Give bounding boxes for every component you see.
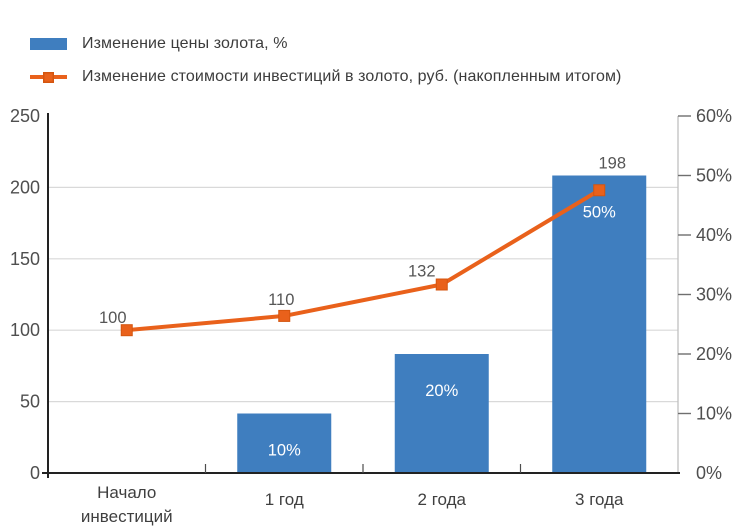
left-axis-labels: 0 50 100 150 200 250 bbox=[10, 106, 40, 483]
right-axis bbox=[677, 115, 691, 473]
tick-label: 200 bbox=[10, 177, 40, 197]
tick-label: 40% bbox=[696, 225, 732, 245]
line-data-label: 110 bbox=[268, 291, 294, 309]
category-label: 1 год bbox=[265, 490, 304, 509]
legend-item-investment-value: Изменение стоимости инвестиций в золото,… bbox=[30, 65, 621, 89]
legend-label: Изменение цены золота, % bbox=[82, 35, 288, 52]
category-label: 2 года bbox=[418, 490, 467, 509]
category-labels: Начало инвестиций 1 год 2 года 3 года bbox=[81, 483, 624, 526]
tick-label: 60% bbox=[696, 106, 732, 126]
bar bbox=[237, 413, 332, 473]
tick-label: 0% bbox=[696, 463, 722, 483]
bar-label: 10% bbox=[268, 442, 301, 460]
bar-label: 20% bbox=[425, 382, 458, 400]
legend-line-swatch-icon bbox=[30, 70, 67, 84]
legend-label: Изменение стоимости инвестиций в золото,… bbox=[82, 68, 622, 85]
bar bbox=[552, 175, 647, 473]
legend-item-gold-price: Изменение цены золота, % bbox=[30, 32, 288, 56]
tick-label: 100 bbox=[10, 320, 40, 340]
tick-label: 0 bbox=[30, 463, 40, 483]
right-axis-labels: 0% 10% 20% 30% 40% 50% 60% bbox=[696, 106, 732, 483]
legend-bar-swatch-icon bbox=[30, 38, 67, 50]
line-series: 100 110 132 198 bbox=[99, 154, 626, 337]
tick-label: 250 bbox=[10, 106, 40, 126]
bar-series: 10% 20% 50% bbox=[237, 175, 647, 473]
tick-label: 50 bbox=[20, 392, 40, 412]
tick-label: 20% bbox=[696, 344, 732, 364]
tick-label: 30% bbox=[696, 285, 732, 305]
line-marker bbox=[435, 278, 448, 291]
axes bbox=[42, 113, 680, 478]
tick-label: 10% bbox=[696, 404, 732, 424]
bar-label: 50% bbox=[583, 204, 616, 222]
tick-label: 150 bbox=[10, 249, 40, 269]
category-label: 3 года bbox=[575, 490, 624, 509]
bar bbox=[394, 354, 489, 473]
line-data-label: 100 bbox=[99, 309, 127, 327]
tick-label: 50% bbox=[696, 166, 732, 186]
category-label: Начало инвестиций bbox=[81, 483, 173, 526]
line-marker bbox=[278, 309, 291, 322]
line-data-label: 198 bbox=[598, 154, 626, 172]
line-marker bbox=[593, 184, 606, 197]
line-marker bbox=[120, 324, 133, 337]
line-data-label: 132 bbox=[408, 263, 436, 281]
